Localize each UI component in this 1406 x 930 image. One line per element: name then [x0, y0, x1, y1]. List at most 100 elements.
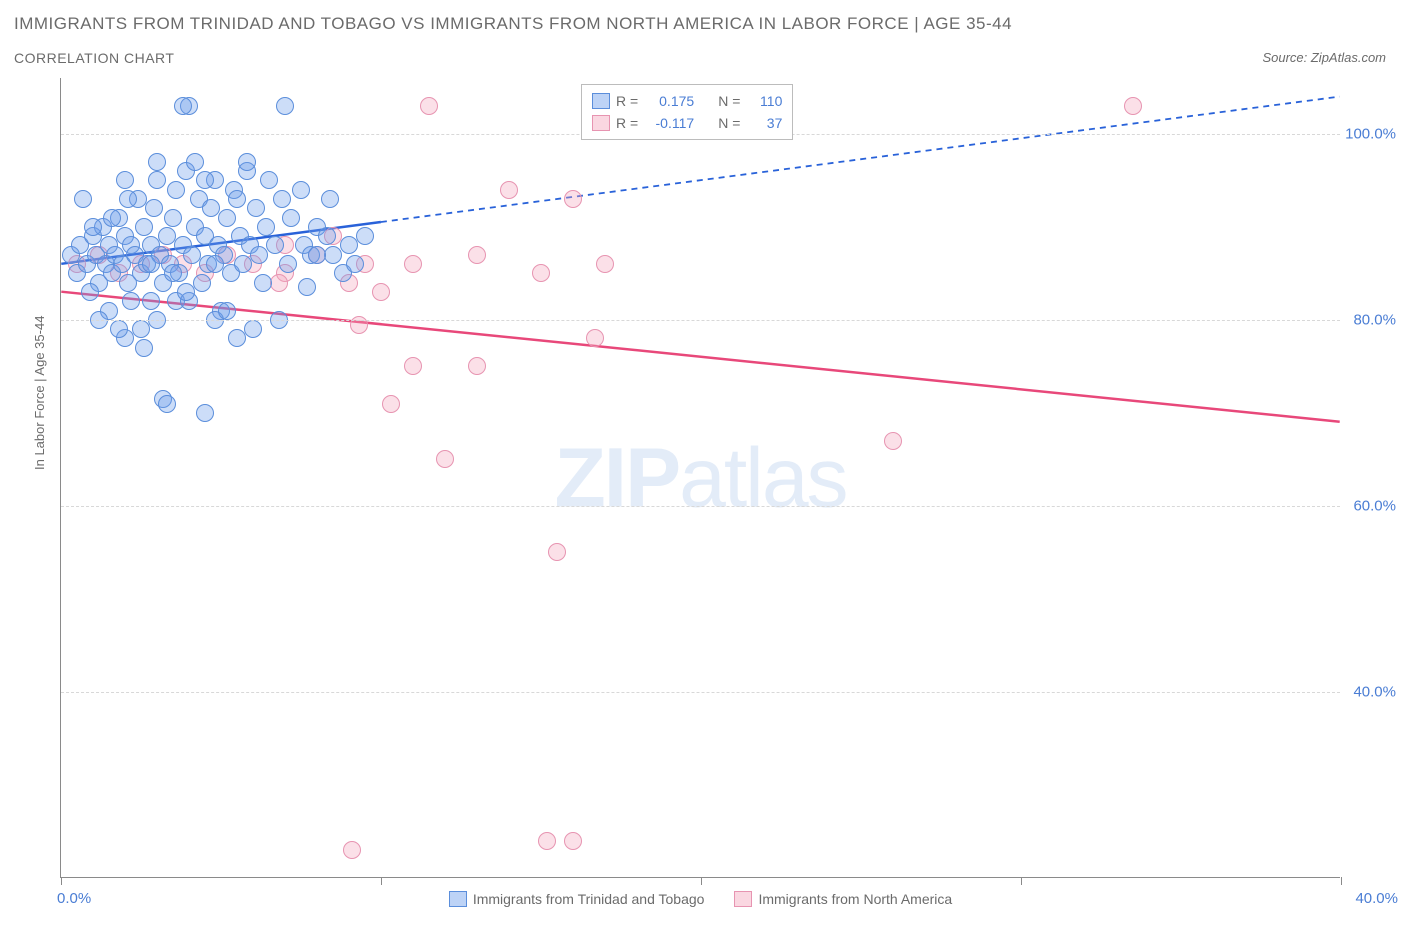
blue-marker	[298, 278, 316, 296]
blue-marker	[186, 153, 204, 171]
legend-row-blue: R = 0.175 N = 110	[592, 90, 782, 112]
pink-marker	[382, 395, 400, 413]
blue-marker	[84, 218, 102, 236]
pink-marker	[500, 181, 518, 199]
blue-marker	[340, 236, 358, 254]
blue-marker	[257, 218, 275, 236]
pink-marker	[350, 316, 368, 334]
blue-marker	[250, 246, 268, 264]
x-tick	[701, 877, 702, 885]
blue-marker	[279, 255, 297, 273]
watermark: ZIPatlas	[554, 429, 846, 526]
blue-marker	[158, 395, 176, 413]
series-legend: Immigrants from Trinidad and Tobago Immi…	[61, 891, 1340, 907]
y-tick-label: 60.0%	[1353, 497, 1396, 514]
pink-marker	[420, 97, 438, 115]
swatch-blue-icon	[449, 891, 467, 907]
blue-marker	[260, 171, 278, 189]
blue-marker	[247, 199, 265, 217]
blue-marker	[234, 255, 252, 273]
swatch-pink-icon	[734, 891, 752, 907]
pink-marker	[564, 832, 582, 850]
blue-marker	[206, 255, 224, 273]
blue-marker	[148, 153, 166, 171]
blue-r-value: 0.175	[644, 93, 694, 109]
blue-marker	[218, 302, 236, 320]
pink-marker	[404, 357, 422, 375]
pink-marker	[404, 255, 422, 273]
pink-marker	[1124, 97, 1142, 115]
blue-marker	[135, 339, 153, 357]
pink-series-label: Immigrants from North America	[758, 891, 952, 907]
x-tick	[1021, 877, 1022, 885]
n-label: N =	[718, 115, 740, 131]
pink-marker	[548, 543, 566, 561]
blue-marker	[318, 227, 336, 245]
chart-plot-area: ZIPatlas 40.0%60.0%80.0%100.0% 0.0% 40.0…	[60, 78, 1340, 878]
x-tick	[1341, 877, 1342, 885]
source-attribution: Source: ZipAtlas.com	[1262, 50, 1386, 65]
blue-marker	[196, 171, 214, 189]
chart-title: IMMIGRANTS FROM TRINIDAD AND TOBAGO VS I…	[14, 14, 1012, 34]
blue-marker	[228, 190, 246, 208]
pink-marker	[468, 246, 486, 264]
r-label: R =	[616, 115, 638, 131]
pink-n-value: 37	[746, 115, 782, 131]
pink-marker	[884, 432, 902, 450]
y-tick-label: 100.0%	[1345, 125, 1396, 142]
pink-marker	[372, 283, 390, 301]
trend-lines-svg	[61, 78, 1340, 877]
y-tick-label: 40.0%	[1353, 683, 1396, 700]
blue-series-label: Immigrants from Trinidad and Tobago	[473, 891, 705, 907]
blue-marker	[110, 320, 128, 338]
blue-marker	[218, 209, 236, 227]
blue-marker	[164, 209, 182, 227]
x-axis-max-label: 40.0%	[1355, 890, 1398, 907]
gridline	[61, 320, 1340, 321]
gridline	[61, 506, 1340, 507]
blue-marker	[292, 181, 310, 199]
blue-marker	[266, 236, 284, 254]
swatch-pink-icon	[592, 115, 610, 131]
blue-marker	[193, 274, 211, 292]
blue-marker	[238, 153, 256, 171]
blue-marker	[119, 190, 137, 208]
pink-marker	[343, 841, 361, 859]
blue-marker	[135, 218, 153, 236]
swatch-blue-icon	[592, 93, 610, 109]
blue-marker	[164, 264, 182, 282]
pink-marker	[596, 255, 614, 273]
y-tick-label: 80.0%	[1353, 311, 1396, 328]
blue-marker	[177, 283, 195, 301]
blue-marker	[228, 329, 246, 347]
pink-marker	[270, 274, 288, 292]
legend-item-blue: Immigrants from Trinidad and Tobago	[449, 891, 705, 907]
blue-marker	[74, 190, 92, 208]
blue-marker	[167, 181, 185, 199]
blue-marker	[196, 404, 214, 422]
blue-marker	[148, 171, 166, 189]
x-tick	[381, 877, 382, 885]
pink-r-value: -0.117	[644, 115, 694, 131]
pink-marker	[468, 357, 486, 375]
pink-marker	[564, 190, 582, 208]
blue-marker	[273, 190, 291, 208]
gridline	[61, 692, 1340, 693]
blue-marker	[132, 320, 150, 338]
legend-item-pink: Immigrants from North America	[734, 891, 952, 907]
pink-marker	[436, 450, 454, 468]
blue-marker	[81, 283, 99, 301]
x-tick	[61, 877, 62, 885]
blue-marker	[324, 246, 342, 264]
blue-marker	[142, 255, 160, 273]
blue-marker	[174, 97, 192, 115]
blue-marker	[116, 171, 134, 189]
correlation-legend-box: R = 0.175 N = 110 R = -0.117 N = 37	[581, 84, 793, 140]
blue-marker	[142, 292, 160, 310]
blue-marker	[356, 227, 374, 245]
blue-marker	[282, 209, 300, 227]
pink-marker	[532, 264, 550, 282]
blue-marker	[145, 199, 163, 217]
blue-marker	[122, 292, 140, 310]
blue-marker	[103, 209, 121, 227]
